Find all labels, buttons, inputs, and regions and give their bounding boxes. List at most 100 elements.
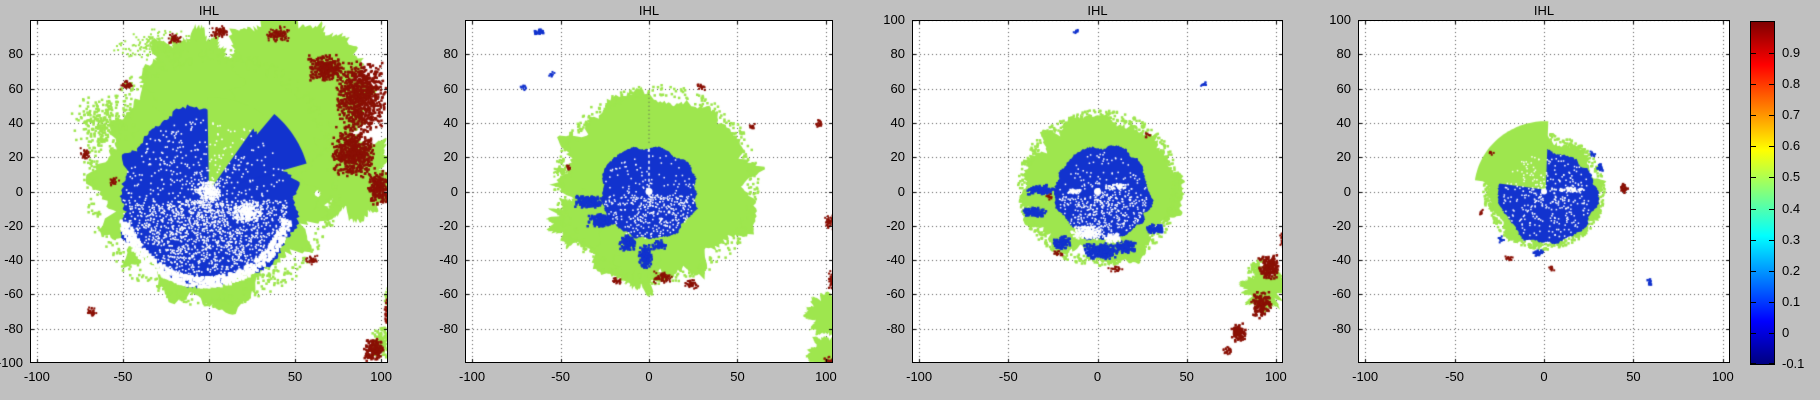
x-tick-label: -50 — [1445, 369, 1464, 384]
colorbar-tick-label: 0.6 — [1782, 138, 1801, 153]
x-tick-label: 50 — [730, 369, 745, 384]
colorbar: 0.9 0.8 0.7 0.6 0.5 0.4 0.3 0.2 0.1 0 -0.1 — [1750, 21, 1804, 371]
y-tick-label: 0 — [450, 183, 458, 199]
colorbar-tick — [1769, 302, 1774, 303]
colorbar-tick-label: -0.1 — [1782, 356, 1805, 371]
y-tick-label: 20 — [1336, 149, 1351, 165]
y-tick-label: -40 — [4, 252, 23, 268]
y-tick-label: 80 — [8, 46, 23, 62]
y-tick-label: 40 — [890, 114, 905, 130]
ihl-panel-1: IHL -100 -50 0 50 100 80 60 40 20 0 -20 -40 -60 -80 -10… — [0, 3, 392, 384]
colorbar-tick — [1751, 115, 1756, 116]
classification-map-canvas — [912, 20, 1283, 363]
colorbar-tick — [1769, 271, 1774, 272]
colorbar-tick — [1769, 53, 1774, 54]
x-tick-label: 0 — [1540, 369, 1548, 384]
ihl-panel-3: IHL -100 -50 0 50 100 100 80 60 40 20 0 -20 -40 -60 -80 — [883, 3, 1286, 384]
colorbar-tick — [1751, 363, 1756, 364]
y-tick-label: 80 — [890, 46, 905, 62]
y-tick-label: -40 — [1332, 252, 1351, 268]
y-tick-label: 80 — [443, 46, 458, 62]
y-tick-label: -80 — [4, 320, 23, 336]
colorbar-tick — [1769, 177, 1774, 178]
panel-title: IHL — [638, 3, 660, 18]
y-tick-label: 60 — [1336, 80, 1351, 96]
y-tick-label: -60 — [4, 286, 23, 302]
y-tick-label: 40 — [443, 114, 458, 130]
colorbar-tick — [1751, 84, 1756, 85]
y-tick-label: 60 — [8, 80, 23, 96]
colorbar-tick — [1751, 240, 1756, 241]
x-tick-label: 50 — [1179, 369, 1194, 384]
y-tick-label: -80 — [439, 320, 458, 336]
colorbar-tick — [1751, 302, 1756, 303]
y-tick-label: -80 — [886, 320, 905, 336]
y-tick-label: -60 — [439, 286, 458, 302]
x-tick-label: -50 — [551, 369, 570, 384]
colorbar-tick — [1769, 115, 1774, 116]
x-tick-label: 0 — [1093, 369, 1102, 384]
colorbar-tick — [1769, 209, 1774, 210]
y-tick-label: -40 — [886, 252, 905, 268]
y-tick-label: 40 — [1336, 114, 1351, 130]
x-tick-label: 100 — [815, 369, 837, 384]
colorbar-tick — [1769, 240, 1774, 241]
ihl-panel-2: IHL -100 -50 0 50 100 80 60 40 20 0 -20 -40 -60 -80 — [439, 3, 837, 384]
colorbar-tick-label: 0.9 — [1782, 45, 1801, 60]
x-tick-label: -50 — [113, 369, 133, 384]
y-tick-label: -20 — [439, 217, 458, 233]
y-tick-label: -40 — [439, 252, 458, 268]
y-tick-label: 20 — [8, 149, 23, 165]
y-tick-label: 100 — [1329, 12, 1351, 27]
y-tick-label: 0 — [897, 183, 905, 199]
x-tick-label: -50 — [998, 369, 1018, 384]
y-tick-label: 0 — [15, 183, 23, 199]
colorbar-gradient — [1750, 21, 1775, 365]
x-tick-label: 100 — [1265, 369, 1287, 384]
classification-map-canvas — [465, 20, 833, 363]
colorbar-tick-label: 0.3 — [1782, 232, 1801, 247]
colorbar-tick — [1751, 146, 1756, 147]
y-tick-label: 60 — [890, 80, 905, 96]
x-tick-label: -100 — [459, 369, 486, 384]
y-tick-label: 20 — [890, 149, 905, 165]
panel-title: IHL — [1087, 3, 1108, 18]
colorbar-tick — [1769, 363, 1774, 364]
colorbar-tick — [1751, 271, 1756, 272]
y-tick-label: -20 — [4, 217, 23, 233]
y-tick-label: 20 — [443, 149, 458, 165]
y-tick-label: 0 — [1343, 183, 1351, 199]
colorbar-tick-label: 0.2 — [1782, 263, 1801, 278]
panel-title: IHL — [1533, 3, 1555, 18]
y-tick-label: -60 — [886, 286, 905, 302]
colorbar-tick — [1751, 333, 1756, 334]
y-tick-label: 80 — [1336, 46, 1351, 62]
x-tick-label: 100 — [370, 369, 392, 384]
colorbar-tick-label: 0.7 — [1782, 107, 1801, 122]
ihl-panel-4: IHL -100 -50 0 50 100 100 80 60 40 20 0 -20 -40 -60 -80 — [1329, 3, 1733, 384]
panel-title: IHL — [198, 3, 220, 18]
x-tick-label: -100 — [1352, 369, 1379, 384]
x-tick-label: -100 — [906, 369, 933, 384]
x-tick-label: 0 — [645, 369, 653, 384]
y-tick-label: -80 — [1332, 320, 1351, 336]
colorbar-tick — [1769, 84, 1774, 85]
colorbar-tick-label: 0.8 — [1782, 76, 1801, 91]
x-tick-label: -100 — [23, 369, 50, 384]
x-tick-label: 50 — [287, 369, 303, 384]
y-tick-label: 100 — [883, 12, 905, 27]
colorbar-tick-label: 0.5 — [1782, 169, 1801, 184]
classification-map-canvas — [30, 20, 388, 363]
colorbar-tick — [1751, 177, 1756, 178]
colorbar-tick — [1769, 333, 1774, 334]
colorbar-tick-label: 0.4 — [1782, 201, 1801, 216]
y-tick-label: -100 — [0, 355, 23, 370]
classification-map-canvas — [1358, 20, 1730, 363]
y-tick-label: -20 — [1332, 217, 1351, 233]
colorbar-tick-label: 0 — [1782, 325, 1790, 340]
colorbar-tick-label: 0.1 — [1782, 294, 1801, 309]
x-tick-label: 100 — [1711, 369, 1734, 384]
colorbar-tick — [1769, 146, 1774, 147]
y-tick-label: -20 — [886, 217, 905, 233]
